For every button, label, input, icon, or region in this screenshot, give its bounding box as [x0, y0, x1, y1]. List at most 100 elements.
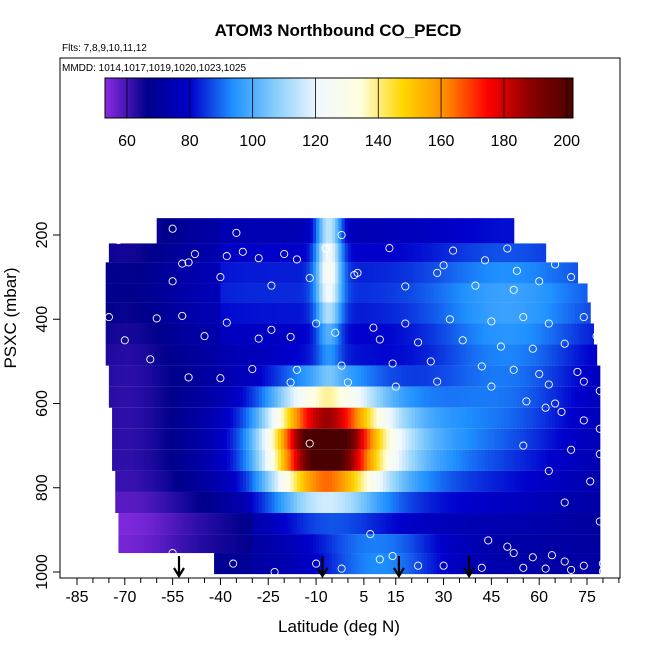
heat-cell — [265, 386, 269, 408]
heat-cell — [405, 262, 410, 284]
heat-cell — [121, 407, 126, 429]
heat-cell — [249, 243, 253, 263]
heat-cell — [440, 534, 445, 554]
heat-cell — [185, 491, 190, 514]
heat-cell — [558, 553, 563, 575]
heat-cell — [249, 323, 253, 345]
heat-cell — [137, 407, 142, 429]
heat-cell — [258, 262, 263, 284]
heat-cell — [163, 243, 167, 263]
heat-cell — [239, 386, 244, 408]
heat-cell — [124, 302, 129, 324]
heat-cell — [271, 218, 276, 244]
heat-cell — [191, 534, 196, 554]
heat-cell — [440, 283, 445, 303]
heat-cell — [558, 344, 563, 366]
heat-cell — [434, 243, 438, 263]
heat-cell — [465, 553, 470, 575]
heat-cell — [485, 553, 489, 575]
heat-cell — [274, 218, 279, 244]
heat-cell — [580, 534, 585, 554]
heat-cell — [469, 283, 473, 303]
heat-cell — [357, 534, 362, 554]
heat-cell — [536, 323, 540, 345]
heat-cell — [153, 470, 158, 492]
heat-cell — [500, 218, 505, 244]
heat-cell — [421, 534, 426, 554]
heat-cell — [561, 470, 566, 492]
heat-cell — [185, 428, 190, 450]
heat-cell — [398, 283, 403, 303]
heat-cell — [440, 428, 445, 450]
heat-cell — [427, 302, 432, 324]
heat-cell — [587, 470, 591, 492]
obs-point — [598, 567, 607, 576]
heat-cell — [268, 513, 273, 535]
heat-cell — [507, 262, 512, 284]
heat-cell — [437, 283, 441, 303]
heat-cell — [389, 344, 394, 366]
heat-cell — [182, 386, 186, 408]
heat-cell — [555, 365, 559, 387]
heat-cell — [159, 470, 164, 492]
heat-cell — [131, 302, 135, 324]
heat-cell — [411, 302, 416, 324]
heat-cell — [485, 218, 489, 244]
heat-cell — [370, 302, 375, 324]
heat-cell — [172, 323, 177, 345]
heat-cell — [143, 323, 148, 345]
heat-cell — [344, 491, 349, 514]
heat-cell — [504, 513, 508, 535]
heat-cell — [558, 470, 563, 492]
heat-cell — [140, 302, 145, 324]
heat-cell — [207, 449, 212, 471]
heat-cell — [201, 428, 206, 450]
heat-cell — [182, 513, 186, 535]
heat-cell — [124, 243, 129, 263]
obs-point — [433, 268, 442, 277]
heat-cell — [379, 283, 384, 303]
heat-cell — [469, 218, 473, 244]
heat-cell — [367, 534, 371, 554]
heat-cell — [140, 449, 145, 471]
heat-cell — [418, 262, 422, 284]
heat-cell — [316, 262, 320, 284]
heat-cell — [252, 302, 257, 324]
heat-cell — [446, 449, 451, 471]
heat-cell — [539, 449, 543, 471]
heat-cell — [296, 218, 301, 244]
heat-cell — [472, 470, 477, 492]
heat-cell — [389, 470, 394, 492]
heat-cell — [398, 344, 403, 366]
obs-point — [484, 536, 493, 545]
heat-cell — [424, 344, 429, 366]
heat-cell — [593, 513, 598, 535]
heat-cell — [389, 428, 394, 450]
heat-cell — [443, 386, 448, 408]
heat-cell — [303, 218, 308, 244]
heat-cell — [497, 491, 502, 514]
heat-cell — [230, 534, 234, 554]
heat-cell — [239, 283, 244, 303]
heat-cell — [316, 365, 320, 387]
heat-cell — [230, 262, 234, 284]
heat-cell — [389, 553, 394, 575]
heat-cell — [510, 262, 515, 284]
heat-cell — [472, 449, 477, 471]
heat-cell — [249, 470, 253, 492]
heat-cell — [542, 283, 547, 303]
heat-cell — [220, 534, 225, 554]
heat-cell — [367, 262, 371, 284]
heat-cell — [386, 365, 390, 387]
heat-cell — [529, 323, 534, 345]
heat-cell — [239, 218, 244, 244]
heat-cell — [191, 302, 196, 324]
heat-cell — [427, 365, 432, 387]
heat-cell — [287, 262, 292, 284]
heat-cell — [440, 470, 445, 492]
heat-cell — [523, 323, 528, 345]
heat-cell — [421, 449, 426, 471]
heat-cell — [147, 344, 151, 366]
heat-cell — [523, 449, 528, 471]
heat-cell — [491, 428, 496, 450]
